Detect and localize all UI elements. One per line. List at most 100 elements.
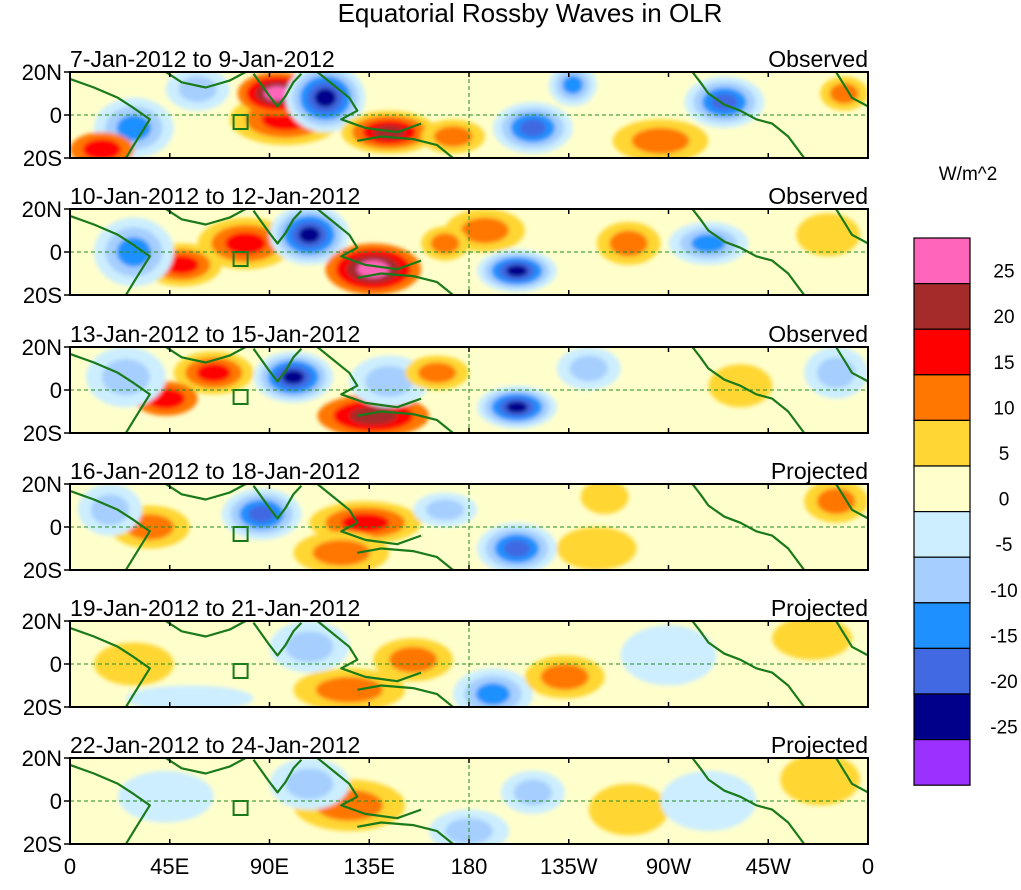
colorbar-tick-label: -15 <box>990 626 1017 647</box>
lat-label: 20S <box>23 421 62 446</box>
coastline <box>252 347 303 383</box>
coastline <box>316 72 422 134</box>
coastline <box>316 209 422 271</box>
anomaly-contour <box>349 406 398 426</box>
anomaly-contour <box>461 217 509 244</box>
olr-anomaly-contours <box>70 72 868 158</box>
coastline <box>691 621 806 707</box>
lat-label: 20N <box>22 335 62 360</box>
panel-status: Observed <box>768 321 868 347</box>
colorbar-tick-label: 10 <box>993 398 1014 419</box>
anomaly-contour <box>285 631 334 663</box>
coastline <box>70 626 151 707</box>
coastline <box>252 758 303 794</box>
panel-date-range: 10-Jan-2012 to 12-Jan-2012 <box>70 183 360 209</box>
anomaly-contour <box>116 115 151 141</box>
lat-label: 20S <box>23 283 62 308</box>
lat-label: 20S <box>23 146 62 171</box>
anomaly-contour <box>475 683 511 706</box>
anomaly-contour <box>631 127 690 154</box>
coastline <box>835 621 868 657</box>
panel-5: 20N 0 20S 19-Jan-2012 to 21-Jan-2012 Project… <box>22 595 869 720</box>
anomaly-contour <box>562 75 583 95</box>
lon-label: 135W <box>540 854 598 879</box>
coastline <box>316 621 422 683</box>
anomaly-contour <box>816 357 856 389</box>
coastline <box>252 209 303 245</box>
panel-date-range: 13-Jan-2012 to 15-Jan-2012 <box>70 321 360 347</box>
anomaly-contour <box>433 126 473 147</box>
olr-anomaly-contours <box>77 484 868 570</box>
longitude-axis: 0 45E 90E 135E 180 135W 90W 45W 0 <box>64 854 874 879</box>
coastline <box>357 272 454 295</box>
coastlines <box>70 758 868 844</box>
anomaly-contour <box>519 119 547 137</box>
colorbar-tick-label: -5 <box>996 535 1013 556</box>
coastline <box>165 758 247 775</box>
colorbar-bin <box>913 237 971 285</box>
anomaly-contour <box>556 527 637 570</box>
lon-label: 0 <box>862 854 874 879</box>
lat-label: 0 <box>50 240 62 265</box>
lon-label: 135E <box>344 854 395 879</box>
coastline <box>70 77 151 158</box>
lat-label: 0 <box>50 378 62 403</box>
coastlines <box>70 621 868 707</box>
panel-2: 20N 0 20S 10-Jan-2012 to 12-Jan-2012 Observe… <box>22 183 869 308</box>
anomaly-contour <box>691 234 726 253</box>
coastline <box>70 352 151 433</box>
coastline <box>357 821 454 844</box>
coastline <box>835 72 868 108</box>
anomaly-contour <box>580 484 629 515</box>
panel-status: Projected <box>771 732 868 758</box>
lon-label: 90W <box>646 854 691 879</box>
anomaly-contour <box>425 499 465 521</box>
panel-date-range: 7-Jan-2012 to 9-Jan-2012 <box>70 46 335 72</box>
lat-label: 20S <box>23 695 62 720</box>
coastline <box>691 347 806 433</box>
lat-label: 0 <box>50 515 62 540</box>
lon-label: 45W <box>746 854 791 879</box>
anomaly-contour <box>225 232 267 255</box>
colorbar-bin <box>913 556 971 604</box>
colorbar-bin <box>913 328 971 376</box>
panel-status: Observed <box>768 46 868 72</box>
lat-label: 20N <box>22 609 62 634</box>
anomaly-contour <box>282 370 305 385</box>
colorbar-tick-label: -10 <box>990 581 1017 602</box>
colorbar-tick-label: 20 <box>993 307 1014 328</box>
colorbar-tick-label: -20 <box>990 672 1017 693</box>
lon-label: 0 <box>64 854 76 879</box>
coastline <box>252 484 303 520</box>
panel-date-range: 19-Jan-2012 to 21-Jan-2012 <box>70 595 360 621</box>
colorbar-units-label: W/m^2 <box>939 164 998 185</box>
lat-label: 20N <box>22 197 62 222</box>
colorbar-bin <box>913 374 971 421</box>
colorbar-bin <box>913 738 971 786</box>
anomaly-contour <box>315 676 383 703</box>
lat-label: 0 <box>50 103 62 128</box>
anomaly-contour <box>417 362 457 384</box>
colorbar-bin <box>913 602 971 649</box>
coastlines <box>70 72 868 158</box>
coastlines <box>70 209 868 295</box>
coastline <box>691 758 806 844</box>
coastline <box>165 72 247 89</box>
olr-anomaly-contours <box>117 758 861 844</box>
coastline <box>691 209 806 295</box>
lon-label: 45E <box>150 854 189 879</box>
anomaly-contour <box>164 255 199 275</box>
anomaly-contour <box>540 664 589 690</box>
lat-label: 20N <box>22 472 62 497</box>
colorbar-tick-label: 5 <box>999 444 1010 465</box>
anomaly-contour <box>513 779 552 806</box>
panel-status: Projected <box>771 595 868 621</box>
panel-6: 20N 0 20S 22-Jan-2012 to 24-Jan-2012 Project… <box>22 732 869 857</box>
anomaly-contour <box>312 539 371 566</box>
panel-status: Observed <box>768 183 868 209</box>
panel-status: Projected <box>771 458 868 484</box>
coastlines <box>70 484 868 570</box>
coastline <box>835 347 868 383</box>
anomaly-contour <box>430 233 460 254</box>
